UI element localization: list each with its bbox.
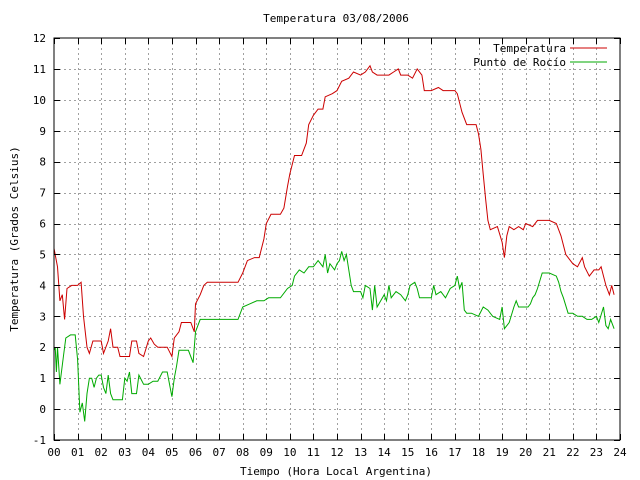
y-tick-label: 4: [39, 279, 46, 292]
x-tick-label: 08: [236, 446, 249, 459]
y-tick-label: 1: [39, 372, 46, 385]
axis-ticks: [54, 38, 621, 441]
legend-label-punto-de-rocio: Punto de Rocío: [473, 56, 566, 69]
y-tick-label: 3: [39, 310, 46, 323]
x-tick-label: 23: [590, 446, 603, 459]
grid: [54, 38, 620, 440]
y-tick-label: 0: [39, 403, 46, 416]
y-tick-label: 7: [39, 187, 46, 200]
series-line-punto-de-rocio: [53, 251, 615, 422]
y-tick-label: 11: [33, 63, 46, 76]
x-tick-label: 06: [189, 446, 202, 459]
x-axis-title: Tiempo (Hora Local Argentina): [240, 465, 432, 478]
x-tick-label: 13: [354, 446, 367, 459]
x-tick-label: 24: [613, 446, 627, 459]
x-tick-label: 19: [495, 446, 508, 459]
y-tick-label: 8: [39, 156, 46, 169]
x-tick-label: 21: [543, 446, 556, 459]
y-tick-label: 5: [39, 248, 46, 261]
y-tick-label: 12: [33, 32, 46, 45]
series-line-temperatura: [53, 64, 615, 359]
plot-area: [53, 64, 615, 422]
x-tick-label: 18: [472, 446, 485, 459]
x-tick-label: 22: [566, 446, 579, 459]
x-tick-labels: 00 01 02 03 04 05 06 07 08 09 10 11 12 13 14 15 16 17 18 19…: [47, 446, 627, 459]
y-tick-label: 2: [39, 341, 46, 354]
legend: Temperatura Punto de Rocío: [473, 42, 607, 69]
x-tick-label: 16: [425, 446, 438, 459]
x-tick-label: 07: [212, 446, 225, 459]
x-tick-label: 12: [330, 446, 343, 459]
x-tick-label: 03: [118, 446, 131, 459]
x-tick-label: 11: [307, 446, 320, 459]
chart-title: Temperatura 03/08/2006: [263, 12, 409, 25]
legend-label-temperatura: Temperatura: [493, 42, 566, 55]
x-tick-label: 09: [260, 446, 273, 459]
y-tick-label: -1: [33, 434, 46, 447]
x-tick-label: 20: [519, 446, 532, 459]
x-tick-label: 10: [283, 446, 296, 459]
x-tick-label: 15: [401, 446, 414, 459]
x-tick-label: 14: [378, 446, 392, 459]
y-axis-title: Temperatura (Grados Celsius): [8, 146, 21, 331]
y-tick-label: 10: [33, 94, 46, 107]
x-tick-label: 04: [142, 446, 156, 459]
x-tick-label: 00: [47, 446, 60, 459]
x-tick-label: 02: [95, 446, 108, 459]
x-tick-label: 01: [71, 446, 84, 459]
y-tick-label: 6: [39, 218, 46, 231]
x-tick-label: 05: [165, 446, 178, 459]
y-tick-label: 9: [39, 125, 46, 138]
x-tick-label: 17: [448, 446, 461, 459]
